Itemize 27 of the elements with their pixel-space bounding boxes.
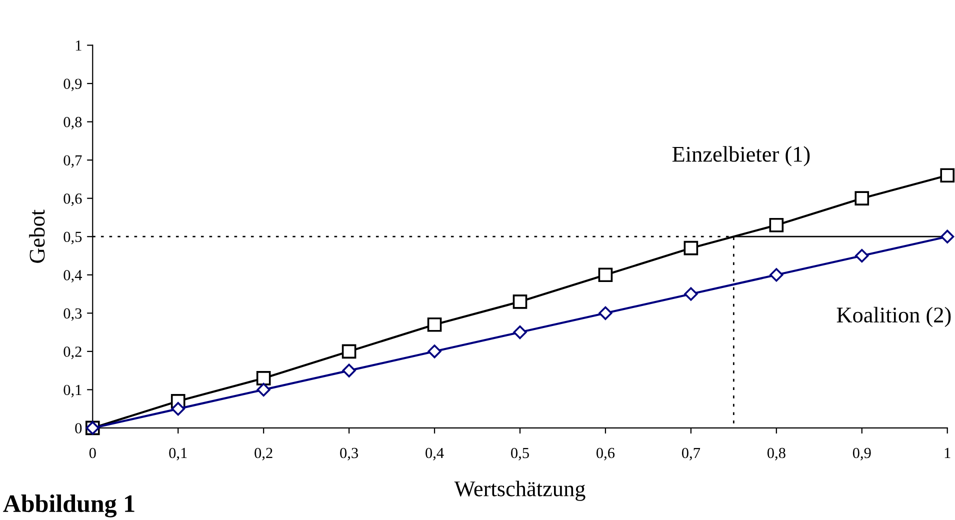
x-tick-label: 0,5: [511, 448, 529, 460]
x-tick-label: 0,2: [254, 448, 272, 460]
y-tick-label: 0,9: [64, 78, 82, 92]
text: Abbildung 1: [3, 494, 134, 518]
y-tick-label: 0,5: [64, 232, 82, 244]
x-tick-label: 0,6: [596, 448, 615, 460]
y-tick-label: 0,1: [64, 384, 82, 398]
x-axis-title: Wertschätzung: [454, 480, 586, 501]
y-tick-label: 0,6: [64, 193, 82, 206]
y-tick-label: 0,3: [64, 308, 82, 321]
x-tick-label: 0,7: [682, 448, 700, 460]
y-tick-label: 0: [75, 423, 82, 434]
x-tick-label: 0,3: [340, 448, 358, 460]
y-tick-label: 0,4: [64, 270, 82, 283]
text: Koalition (2): [836, 306, 951, 328]
y-tick-label: 0,7: [64, 155, 82, 168]
y-tick-label: 0,8: [64, 116, 82, 130]
y-axis-title: Gebot: [29, 210, 45, 263]
y-tick-label: 1: [76, 40, 82, 51]
y-tick-label: 0,2: [64, 346, 82, 360]
x-tick-label: 0,1: [169, 448, 187, 460]
text: Einzelbieter (1): [672, 146, 810, 166]
x-tick-label: 0,9: [852, 448, 871, 460]
x-tick-label: 0: [89, 448, 96, 458]
x-tick-label: 1: [944, 448, 950, 458]
x-tick-label: 0,8: [767, 448, 786, 460]
x-tick-label: 0,4: [426, 448, 444, 460]
